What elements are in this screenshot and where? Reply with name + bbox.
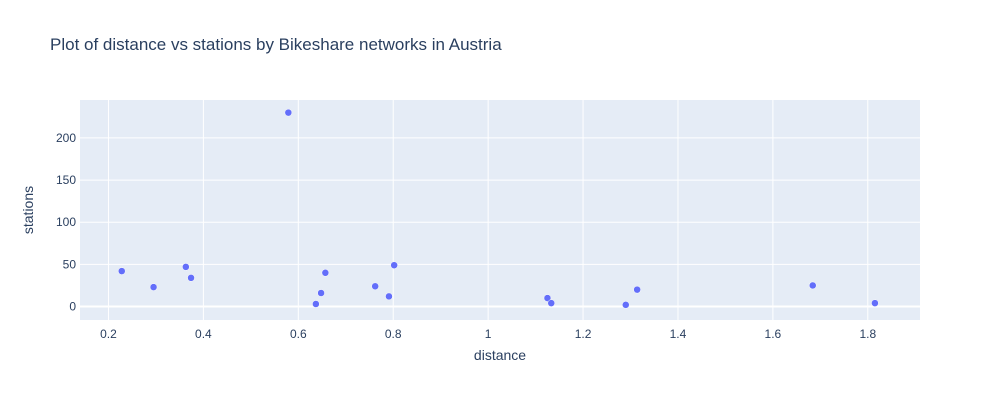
- data-point: [871, 299, 879, 307]
- plot-area: [80, 100, 920, 320]
- data-point: [622, 301, 630, 309]
- x-axis-label: distance: [474, 347, 526, 363]
- data-point: [371, 282, 379, 291]
- x-tick-label: 0.4: [195, 327, 212, 341]
- data-point: [547, 299, 556, 307]
- data-points: [118, 108, 879, 309]
- data-point: [390, 261, 398, 269]
- y-tick-label: 200: [56, 131, 76, 145]
- data-point: [284, 108, 293, 117]
- x-tick-label: 1.2: [575, 327, 592, 341]
- x-tick-label: 1.4: [670, 327, 687, 341]
- x-tick-label: 0.2: [100, 327, 117, 341]
- y-axis-label: stations: [20, 186, 36, 234]
- x-tick-label: 1.6: [765, 327, 782, 341]
- data-point: [312, 300, 320, 308]
- data-point: [543, 294, 552, 302]
- chart-title: Plot of distance vs stations by Bikeshar…: [50, 35, 502, 54]
- x-tick-label: 0.6: [290, 327, 307, 341]
- data-point: [182, 263, 190, 271]
- x-tick-label: 1.8: [859, 327, 876, 341]
- x-tick-label: 0.8: [385, 327, 402, 341]
- y-tick-label: 50: [63, 257, 77, 271]
- data-point: [321, 269, 330, 277]
- data-point: [317, 289, 325, 297]
- data-point: [385, 292, 393, 301]
- data-point: [187, 274, 195, 282]
- data-point: [633, 285, 641, 294]
- x-tick-label: 1: [485, 327, 492, 341]
- data-point: [149, 283, 158, 291]
- data-point: [118, 267, 126, 275]
- y-tick-label: 100: [56, 215, 76, 229]
- data-point: [808, 281, 817, 290]
- tick-labels: 0.2 0.4 0.6 0.8 1 1.2 1.4 1.6 1.8 0 50 100 150 200: [56, 131, 876, 341]
- y-tick-label: 150: [56, 173, 76, 187]
- grid-lines: [80, 100, 920, 320]
- y-tick-label: 0: [69, 300, 76, 314]
